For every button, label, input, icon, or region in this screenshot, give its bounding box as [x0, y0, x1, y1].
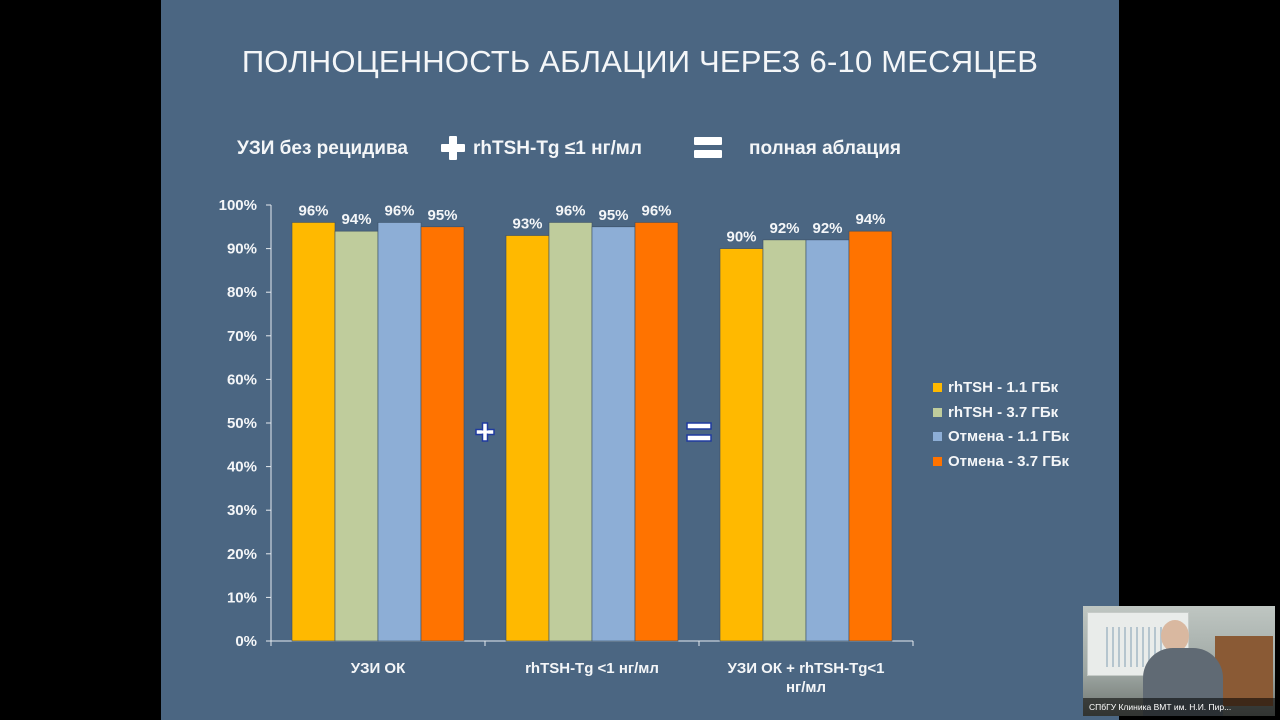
- bar: [805, 239, 850, 642]
- bar: [591, 226, 636, 642]
- group-plus-icon: [477, 430, 493, 434]
- slide-title: ПОЛНОЦЕННОСТЬ АБЛАЦИИ ЧЕРЕЗ 6-10 МЕСЯЦЕВ: [241, 44, 1039, 79]
- plus-icon: [441, 136, 465, 160]
- y-tick-label: 90%: [227, 241, 257, 258]
- bar: [548, 222, 593, 642]
- bar: [634, 222, 679, 642]
- data-label: 92%: [769, 220, 799, 237]
- data-label: 95%: [598, 207, 628, 224]
- y-tick-label: 20%: [227, 546, 257, 563]
- y-tick-label: 60%: [227, 371, 257, 388]
- bar-chart: 0% 10% 20% 30% 40% 50% 60% 70% 80% 90% 100% УЗИ ОК r…: [219, 197, 914, 696]
- data-label: 94%: [855, 211, 885, 228]
- legend-swatch: [933, 383, 942, 392]
- group-equals-icon: [686, 434, 712, 442]
- x-category-label: rhTSH-Tg <1 нг/мл: [525, 660, 659, 677]
- legend-label: Отмена - 3.7 ГБк: [948, 452, 1069, 470]
- x-category-label: УЗИ ОК: [351, 660, 406, 677]
- video-caption: СПбГУ Клиника ВМТ им. Н.И. Пир...: [1083, 698, 1275, 716]
- bar: [420, 226, 465, 642]
- data-label: 96%: [384, 202, 414, 219]
- data-label: 93%: [512, 216, 542, 233]
- y-tick-label: 0%: [235, 633, 257, 650]
- x-category-label: УЗИ ОК + rhTSH-Tg<1: [727, 660, 884, 677]
- y-tick-label: 70%: [227, 328, 257, 345]
- y-tick-label: 10%: [227, 589, 257, 606]
- group-equals-icon: [686, 422, 712, 430]
- y-tick-label: 80%: [227, 284, 257, 301]
- bar: [334, 230, 379, 642]
- equation-term-ultrasound: УЗИ без рецидива: [237, 138, 408, 159]
- equals-icon: [694, 136, 722, 160]
- y-tick-label: 50%: [227, 415, 257, 432]
- bar: [762, 239, 807, 642]
- bar: [291, 222, 336, 642]
- bar: [848, 230, 893, 642]
- equation-term-tg: rhTSH-Tg ≤1 нг/мл: [473, 138, 642, 159]
- cabinet: [1215, 636, 1273, 706]
- equation-result: полная аблация: [749, 138, 901, 159]
- legend-swatch: [933, 407, 942, 417]
- bar: [719, 248, 764, 642]
- data-label: 92%: [812, 220, 842, 237]
- y-tick-label: 40%: [227, 459, 257, 476]
- legend-label: rhTSH - 3.7 ГБк: [948, 403, 1059, 421]
- legend-label: rhTSH - 1.1 ГБк: [948, 379, 1059, 396]
- legend-swatch: [933, 456, 942, 466]
- y-tick-label: 30%: [227, 502, 257, 519]
- y-tick-label: 100%: [219, 197, 257, 214]
- data-label: 95%: [427, 207, 457, 224]
- x-category-label: нг/мл: [786, 679, 826, 696]
- data-label: 96%: [555, 202, 585, 219]
- data-label: 90%: [726, 229, 756, 246]
- ablation-equation: УЗИ без рецидива rhTSH-Tg ≤1 нг/мл полна…: [161, 132, 1119, 166]
- data-label: 94%: [341, 211, 371, 228]
- speaker-video-inset[interactable]: СПбГУ Клиника ВМТ им. Н.И. Пир...: [1083, 606, 1275, 716]
- data-label: 96%: [641, 202, 671, 219]
- legend-swatch: [933, 432, 942, 441]
- legend-label: Отмена - 1.1 ГБк: [948, 428, 1069, 445]
- presentation-slide: ПОЛНОЦЕННОСТЬ АБЛАЦИИ ЧЕРЕЗ 6-10 МЕСЯЦЕВ…: [161, 0, 1119, 720]
- bar: [505, 235, 550, 642]
- data-label: 96%: [298, 202, 328, 219]
- bar: [377, 222, 422, 642]
